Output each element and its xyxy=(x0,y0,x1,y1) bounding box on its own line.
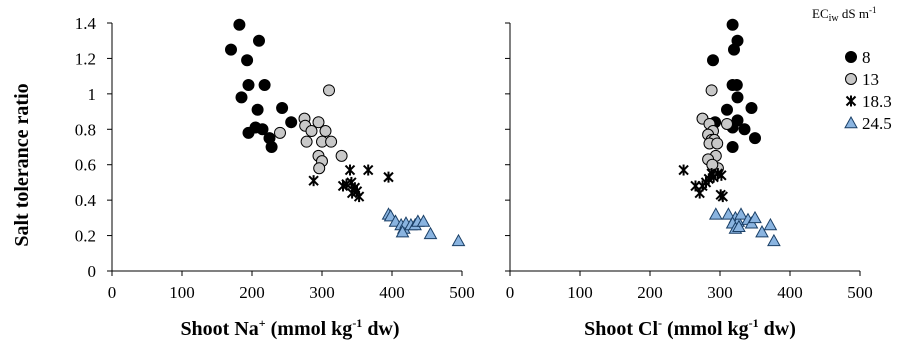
data-point-ec-24-5 xyxy=(732,219,746,233)
data-point-ec-13 xyxy=(300,135,313,148)
x-tick-label: 500 xyxy=(449,283,475,302)
x-tick-label: 0 xyxy=(506,283,515,302)
legend-marker-24-5 xyxy=(844,115,858,129)
y-tick-label: 1 xyxy=(88,85,97,104)
data-point-ec-24-5 xyxy=(423,226,438,240)
data-points-left xyxy=(225,18,466,247)
data-point-ec-8 xyxy=(253,34,265,47)
data-point-ec-8 xyxy=(731,91,744,104)
data-point-ec-13 xyxy=(305,125,318,138)
legend-label-18-3: 18.3 xyxy=(862,92,892,111)
data-point-ec-18-3 xyxy=(362,164,374,176)
data-point-ec-8 xyxy=(726,141,739,153)
legend-marker-13 xyxy=(845,73,857,85)
x-tick-label: 300 xyxy=(707,283,733,302)
y-tick-label: 0 xyxy=(88,262,97,281)
data-points-right xyxy=(678,18,781,247)
data-point-ec-8 xyxy=(726,18,739,31)
data-point-ec-13 xyxy=(325,135,338,148)
data-point-ec-13 xyxy=(721,117,733,130)
x-tick-label: 400 xyxy=(379,283,405,302)
data-point-ec-24-5 xyxy=(755,224,769,238)
data-point-ec-8 xyxy=(256,123,269,136)
legend-marker-8 xyxy=(845,51,857,63)
data-point-ec-24-5 xyxy=(708,207,723,220)
data-point-ec-8 xyxy=(730,79,743,91)
data-point-ec-8 xyxy=(242,79,255,91)
data-point-ec-8 xyxy=(285,116,298,129)
data-point-ec-8 xyxy=(721,103,733,116)
data-point-ec-8 xyxy=(276,102,289,115)
y-tick-label: 0.2 xyxy=(75,227,96,246)
data-point-ec-8 xyxy=(707,54,719,67)
data-point-ec-8 xyxy=(225,43,237,56)
data-point-ec-8 xyxy=(745,102,758,115)
data-point-ec-24-5 xyxy=(416,214,431,227)
data-point-ec-18-3 xyxy=(717,191,729,203)
data-point-ec-8 xyxy=(265,141,278,153)
x-tick-label: 100 xyxy=(169,283,195,302)
x-tick-label: 400 xyxy=(777,283,803,302)
legend-items: 8 13 18.3 24.5 xyxy=(844,48,892,133)
x-tick-label: 200 xyxy=(239,283,265,302)
data-point-ec-13 xyxy=(323,84,335,97)
axis-ticks-right: 0 100 200 300 400 500 xyxy=(505,22,873,302)
x-tick-label: 500 xyxy=(847,283,873,302)
x-tick-label: 300 xyxy=(309,283,335,302)
data-point-ec-18-3 xyxy=(344,164,356,176)
data-point-ec-8 xyxy=(258,79,271,91)
legend-label-8: 8 xyxy=(862,48,871,67)
legend-marker-18-3 xyxy=(845,95,857,107)
data-point-ec-8 xyxy=(241,54,254,67)
x-tick-label: 200 xyxy=(637,283,663,302)
data-point-ec-8 xyxy=(235,91,248,104)
data-point-ec-13 xyxy=(705,84,718,97)
legend: ECiw dS m-1 8 13 18.3 24.5 xyxy=(812,5,892,133)
data-point-ec-18-3 xyxy=(678,164,689,176)
data-point-ec-8 xyxy=(251,103,264,116)
data-point-ec-24-5 xyxy=(748,210,762,224)
panel-shoot-cl: 0 100 200 300 400 500 Shoot Cl- (mmol kg-1 dw… xyxy=(505,18,873,340)
data-point-ec-24-5 xyxy=(767,233,781,247)
y-tick-label: 1.4 xyxy=(75,14,97,33)
data-point-ec-18-3 xyxy=(308,175,319,187)
y-tick-label: 0.6 xyxy=(75,156,96,175)
data-point-ec-13 xyxy=(312,116,325,129)
data-point-ec-13 xyxy=(274,126,286,139)
data-point-ec-18-3 xyxy=(353,191,365,203)
legend-label-24-5: 24.5 xyxy=(862,114,892,133)
data-point-ec-8 xyxy=(749,132,761,145)
y-tick-label: 0.8 xyxy=(75,120,96,139)
data-point-ec-24-5 xyxy=(395,224,410,238)
data-point-ec-8 xyxy=(233,18,246,31)
data-point-ec-13 xyxy=(313,162,326,175)
data-point-ec-24-5 xyxy=(721,207,736,220)
data-point-ec-8 xyxy=(738,123,751,136)
x-tick-label: 100 xyxy=(567,283,593,302)
x-axis-label-na: Shoot Na+ (mmol kg-1 dw) xyxy=(180,316,399,340)
data-point-ec-13 xyxy=(319,125,332,138)
legend-title: ECiw dS m-1 xyxy=(812,5,876,24)
data-point-ec-8 xyxy=(728,43,740,56)
y-tick-label: 1.2 xyxy=(75,49,96,68)
y-axis-label: Salt tolerance ratio xyxy=(11,83,33,246)
panel-shoot-na: Salt tolerance ratio 0 100 200 300 400 500 0 0.… xyxy=(11,14,475,340)
x-tick-label: 0 xyxy=(108,283,117,302)
data-point-ec-18-3 xyxy=(716,169,727,181)
data-point-ec-13 xyxy=(711,137,724,150)
data-point-ec-24-5 xyxy=(763,217,778,231)
axis-ticks-left: 0 100 200 300 400 500 0 0.2 0.4 0.6 0.8 1 1.2 1.4 xyxy=(75,14,475,302)
legend-label-13: 13 xyxy=(862,70,879,89)
y-tick-label: 0.4 xyxy=(75,191,97,210)
x-axis-label-cl: Shoot Cl- (mmol kg-1 dw) xyxy=(584,316,796,340)
data-point-ec-24-5 xyxy=(451,233,466,247)
data-point-ec-13 xyxy=(335,149,348,162)
data-point-ec-18-3 xyxy=(383,171,394,183)
data-point-ec-24-5 xyxy=(734,207,748,220)
